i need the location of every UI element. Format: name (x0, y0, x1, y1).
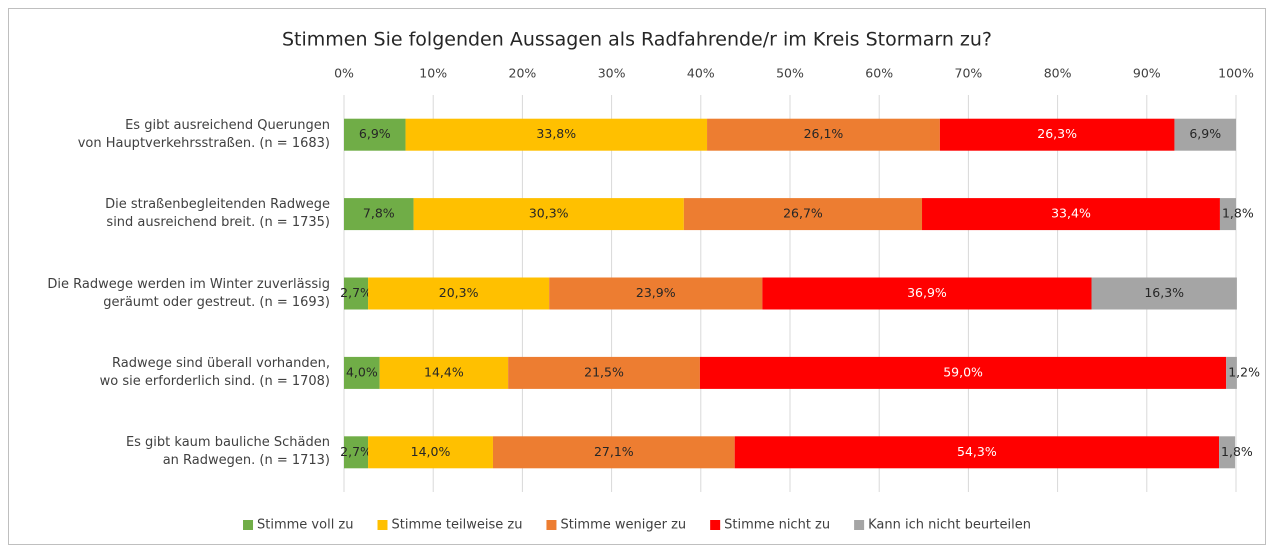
x-tick-label: 0% (334, 66, 354, 81)
data-label: 26,7% (783, 206, 823, 221)
x-tick-label: 80% (1044, 66, 1072, 81)
bar-segment (1226, 356, 1237, 389)
bar-segment (922, 198, 1220, 231)
chart-title: Stimmen Sie folgenden Aussagen als Radfa… (282, 29, 992, 51)
bar-segment (368, 277, 550, 310)
data-label: 27,1% (594, 444, 634, 459)
data-label: 54,3% (957, 444, 997, 459)
category-label: Die Radwege werden im Winter zuverlässig… (47, 276, 330, 310)
data-label: 36,9% (907, 285, 947, 300)
data-label: 23,9% (636, 285, 676, 300)
bar-segment (707, 118, 940, 151)
legend-label: Stimme nicht zu (724, 518, 830, 533)
legend-swatch (243, 520, 254, 530)
x-tick-label: 70% (955, 66, 983, 81)
bar-segment (413, 198, 684, 231)
legend-label: Stimme voll zu (257, 518, 353, 533)
bar-segment (549, 277, 763, 310)
x-tick-label: 20% (509, 66, 537, 81)
bar-segment (344, 436, 369, 469)
data-label: 6,9% (1189, 126, 1221, 141)
data-label: 14,0% (411, 444, 451, 459)
data-label: 59,0% (943, 364, 983, 379)
bar-segment (1091, 277, 1237, 310)
bar-segment (368, 436, 493, 469)
legend-swatch (546, 520, 557, 530)
legend-label: Kann ich nicht beurteilen (868, 518, 1031, 533)
category-label: Es gibt ausreichend Querungen von Hauptv… (77, 117, 330, 151)
category-label: Radwege sind überall vorhanden, wo sie e… (99, 355, 330, 389)
bar-segment (1219, 436, 1236, 469)
bar-segment (762, 277, 1092, 310)
bar-segment (734, 436, 1220, 469)
x-tick-label: 100% (1218, 66, 1254, 81)
bar-segment (508, 356, 700, 389)
legend-label: Stimme teilweise zu (392, 518, 523, 533)
data-label: 16,3% (1144, 285, 1184, 300)
legend-swatch (710, 520, 721, 530)
bar-segment (344, 356, 380, 389)
data-label: 2,7% (340, 285, 372, 300)
x-tick-label: 10% (419, 66, 447, 81)
x-tick-label: 50% (776, 66, 804, 81)
data-label: 26,3% (1037, 126, 1077, 141)
x-tick-label: 40% (687, 66, 715, 81)
x-tick-label: 60% (865, 66, 893, 81)
data-label: 7,8% (363, 206, 395, 221)
category-label: Die straßenbegleitenden Radwege sind aus… (105, 197, 330, 231)
category-label: Es gibt kaum bauliche Schäden an Radwege… (125, 435, 330, 469)
data-label: 1,8% (1222, 206, 1254, 221)
data-label: 30,3% (529, 206, 569, 221)
data-label: 33,4% (1051, 206, 1091, 221)
legend-swatch (854, 520, 865, 530)
data-label: 1,2% (1228, 364, 1260, 379)
bar-segment (344, 198, 414, 231)
data-label: 20,3% (439, 285, 479, 300)
legend-label: Stimme weniger zu (560, 518, 686, 533)
data-label: 1,8% (1221, 444, 1253, 459)
bar-segment (379, 356, 509, 389)
data-label: 14,4% (424, 364, 464, 379)
bar-segment (344, 277, 369, 310)
data-label: 26,1% (804, 126, 844, 141)
legend-swatch (377, 520, 388, 530)
bar-segment (1219, 198, 1236, 231)
bar-segment (492, 436, 735, 469)
bar-segment (699, 356, 1227, 389)
bar-segment (344, 118, 406, 151)
bar-segment (683, 198, 923, 231)
x-tick-label: 90% (1133, 66, 1161, 81)
data-label: 6,9% (359, 126, 391, 141)
data-label: 33,8% (536, 126, 576, 141)
bar-segment (939, 118, 1175, 151)
data-label: 21,5% (584, 364, 624, 379)
bar-segment (405, 118, 708, 151)
data-label: 4,0% (346, 364, 378, 379)
bar-segment (1174, 118, 1236, 151)
data-label: 2,7% (340, 444, 372, 459)
x-tick-label: 30% (598, 66, 626, 81)
